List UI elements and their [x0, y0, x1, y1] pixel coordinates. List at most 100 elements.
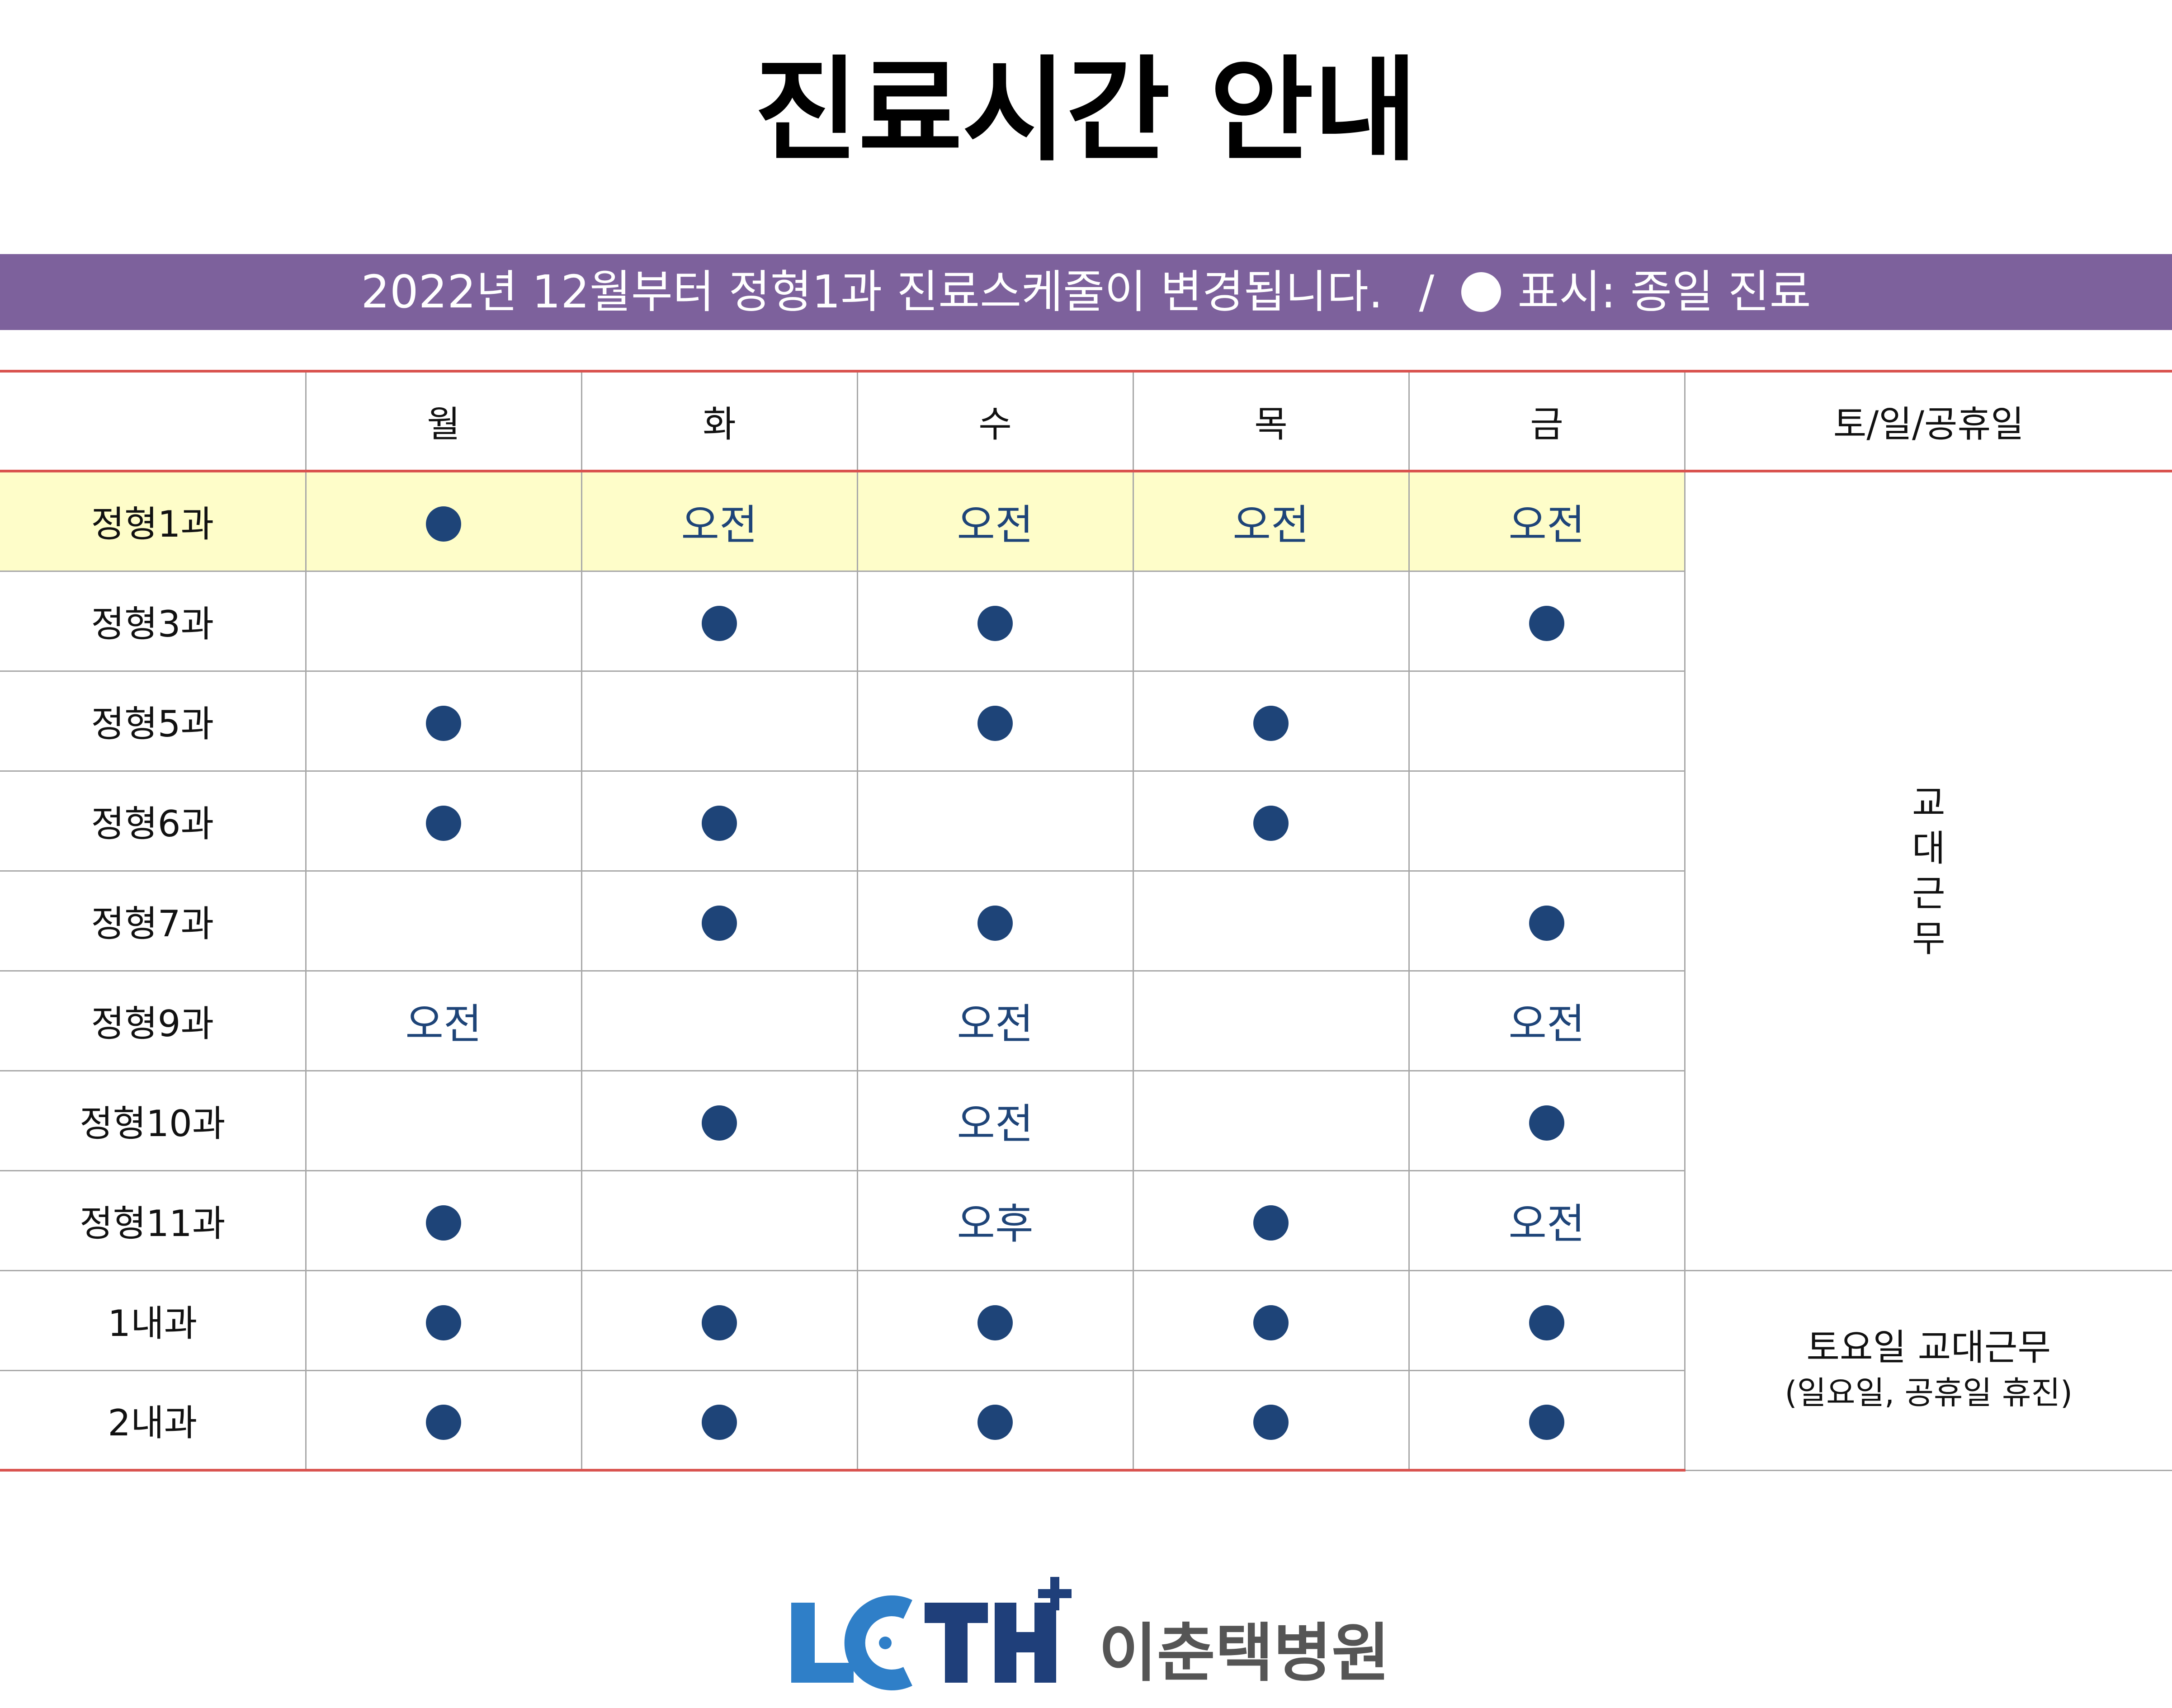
- weekend-internal-line1: 토요일 교대근무: [1806, 1326, 2051, 1368]
- full-day-dot-icon: [1529, 1105, 1564, 1141]
- schedule-cell-thu: [1132, 1369, 1410, 1472]
- schedule-cell-mon: [305, 1070, 582, 1171]
- session-label: 오전: [957, 500, 1034, 549]
- dept-cell: 정형9과: [0, 970, 307, 1071]
- full-day-dot-icon: [702, 606, 737, 642]
- full-day-dot-icon: [1253, 1305, 1289, 1341]
- schedule-cell-thu: [1132, 970, 1410, 1071]
- schedule-cell-wed: [856, 670, 1134, 772]
- weekend-ortho-char: 대: [1912, 827, 1945, 869]
- schedule-cell-thu: 오전: [1132, 470, 1410, 572]
- table-row: 정형9과 오전 오전 오전: [0, 970, 2172, 1071]
- schedule-cell-tue: [581, 1170, 858, 1271]
- schedule-cell-thu: [1132, 570, 1410, 672]
- weekend-ortho-char: 무: [1912, 917, 1945, 960]
- schedule-cell-wed: 오후: [856, 1170, 1134, 1271]
- full-day-dot-icon: [702, 1305, 737, 1341]
- full-day-dot-icon: [702, 906, 737, 941]
- schedule-cell-fri: 오전: [1408, 470, 1686, 572]
- session-label: 오전: [681, 500, 758, 549]
- legend-dot-icon: [1461, 272, 1502, 312]
- dept-cell: 2내과: [0, 1369, 307, 1472]
- full-day-dot-icon: [977, 1405, 1013, 1440]
- hospital-name: 이춘택병원: [1099, 1617, 1390, 1690]
- full-day-dot-icon: [1529, 1405, 1564, 1440]
- table-row: 1내과 토요일 교대근무 (일요일, 공휴일 휴진): [0, 1269, 2172, 1471]
- schedule-cell-tue: 오전: [581, 470, 858, 572]
- schedule-cell-fri: 오전: [1408, 970, 1685, 1071]
- schedule-cell-wed: [856, 1269, 1134, 1371]
- schedule-cell-fri: 오전: [1408, 1170, 1685, 1271]
- session-label: 오전: [957, 1000, 1034, 1048]
- schedule-cell-fri: [1408, 570, 1685, 672]
- weekend-ortho-char: 근: [1912, 872, 1945, 915]
- full-day-dot-icon: [702, 806, 737, 841]
- full-day-dot-icon: [1529, 1305, 1564, 1341]
- schedule-body: 정형1과 오전 오전 오전 오전 교 대 근 무 정형3과 정형5과 정형6과 정형7과 정형9과 오전 오전…: [0, 470, 2172, 1472]
- session-label: 오전: [957, 1100, 1034, 1148]
- full-day-dot-icon: [426, 1305, 461, 1341]
- schedule-cell-mon: [305, 1170, 582, 1271]
- full-day-dot-icon: [1253, 706, 1289, 741]
- page-title: 진료시간 안내: [754, 45, 1418, 176]
- full-day-dot-icon: [702, 1105, 737, 1141]
- legend-label: 표시: 종일 진료: [1517, 265, 1811, 318]
- full-day-dot-icon: [426, 506, 461, 542]
- schedule-cell-mon: [305, 470, 582, 572]
- notice-text: 2022년 12월부터 정형1과 진료스케줄이 변경됩니다.: [361, 265, 1383, 318]
- weekend-ortho-char: 교: [1912, 782, 1945, 824]
- schedule-cell-wed: [856, 570, 1134, 672]
- schedule-cell-wed: 오전: [856, 1070, 1134, 1171]
- schedule-cell-thu: [1132, 1070, 1410, 1171]
- full-day-dot-icon: [977, 1305, 1013, 1341]
- full-day-dot-icon: [977, 606, 1013, 642]
- schedule-cell-fri: [1408, 870, 1685, 972]
- table-row: 정형6과: [0, 770, 2172, 872]
- schedule-table: 월 화 수 목 금 토/일/공휴일 정형1과 오전 오전 오전 오전 교 대 근 무 정형3과 정형…: [0, 370, 2172, 1472]
- schedule-cell-wed: 오전: [856, 970, 1134, 1071]
- table-row: 정형1과 오전 오전 오전 오전 교 대 근 무: [0, 470, 2172, 1271]
- dept-cell: 정형5과: [0, 670, 307, 772]
- schedule-cell-tue: [581, 670, 858, 772]
- schedule-cell-mon: [305, 870, 582, 972]
- table-row: 2내과: [0, 1369, 2172, 1472]
- full-day-dot-icon: [426, 706, 461, 741]
- schedule-cell-tue: [581, 870, 858, 972]
- full-day-dot-icon: [1253, 1205, 1289, 1241]
- header-cell-tue: 화: [581, 370, 858, 472]
- weekend-internal-cell: 토요일 교대근무 (일요일, 공휴일 휴진): [1684, 1269, 2172, 1471]
- schedule-cell-tue: [581, 1070, 858, 1171]
- full-day-dot-icon: [977, 706, 1013, 741]
- schedule-cell-wed: 오전: [856, 470, 1134, 572]
- header-cell-mon: 월: [305, 370, 582, 472]
- schedule-cell-wed: [856, 770, 1134, 872]
- session-label: 오후: [957, 1200, 1034, 1248]
- dept-cell: 정형7과: [0, 870, 307, 972]
- header-cell-thu: 목: [1132, 370, 1410, 472]
- schedule-cell-tue: [581, 1369, 858, 1472]
- header-cell-wed: 수: [856, 370, 1134, 472]
- full-day-dot-icon: [1253, 806, 1289, 841]
- dept-cell: 정형11과: [0, 1170, 307, 1271]
- schedule-cell-mon: [305, 570, 582, 672]
- header-cell-empty: [0, 370, 307, 472]
- schedule-cell-fri: [1408, 1269, 1686, 1371]
- table-row: 정형3과: [0, 570, 2172, 672]
- full-day-dot-icon: [702, 1405, 737, 1440]
- header-cell-fri: 금: [1408, 370, 1686, 472]
- header-cell-weekend: 토/일/공휴일: [1684, 370, 2172, 472]
- schedule-cell-mon: [305, 1269, 582, 1371]
- session-label: 오전: [1508, 1200, 1585, 1248]
- session-label: 오전: [1508, 1000, 1585, 1048]
- schedule-cell-tue: [581, 970, 858, 1071]
- full-day-dot-icon: [426, 806, 461, 841]
- schedule-cell-wed: [856, 870, 1134, 972]
- schedule-cell-fri: [1408, 1369, 1685, 1472]
- session-label: 오전: [1508, 500, 1585, 549]
- full-day-dot-icon: [426, 1405, 461, 1440]
- dept-cell: 정형6과: [0, 770, 307, 872]
- schedule-cell-wed: [856, 1369, 1134, 1472]
- full-day-dot-icon: [1529, 606, 1564, 642]
- table-row: 정형10과 오전: [0, 1070, 2172, 1171]
